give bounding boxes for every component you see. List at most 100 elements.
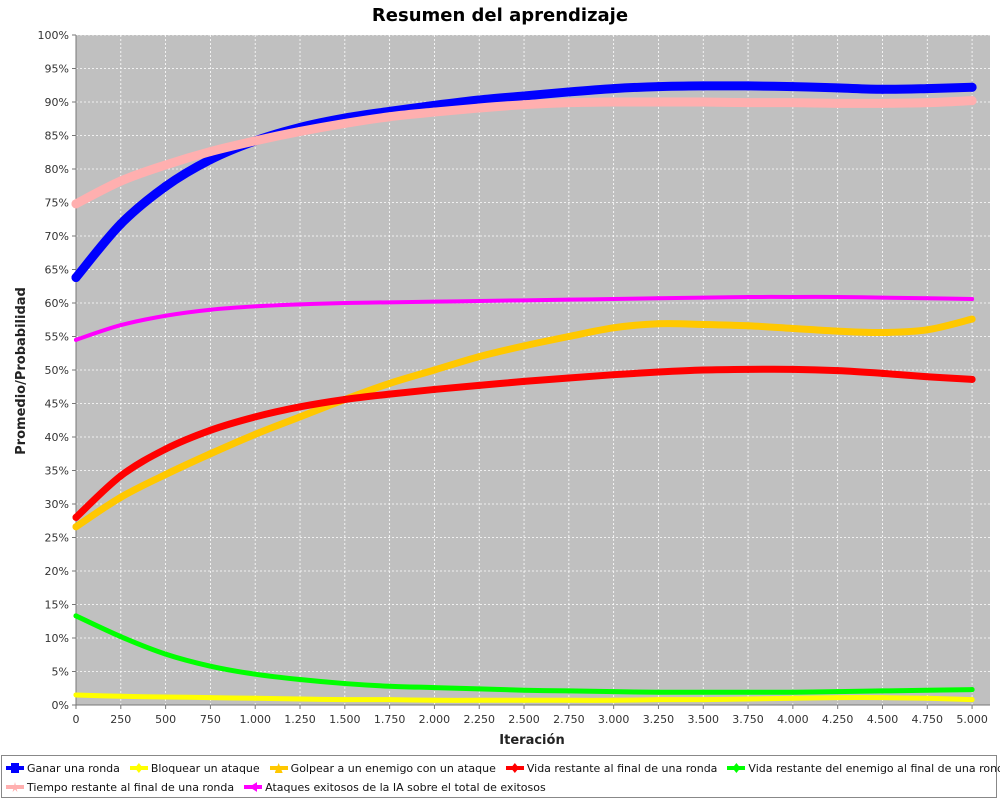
data-point: [520, 342, 528, 350]
y-tick-label: 95%: [45, 63, 69, 76]
x-tick-label: 250: [110, 713, 131, 726]
data-point: [342, 697, 348, 703]
data-point: [429, 107, 439, 117]
data-point: [566, 297, 571, 302]
data-point: [205, 155, 215, 165]
data-point: [653, 82, 663, 92]
data-point: [163, 651, 169, 657]
data-point: [72, 513, 80, 521]
series-7: [74, 294, 975, 342]
y-tick-label: 90%: [45, 96, 69, 109]
y-tick-label: 50%: [45, 364, 69, 377]
legend-row: Ganar una ronda Bloquear un ataque Golpear…: [6, 759, 1000, 777]
y-tick-label: 65%: [45, 264, 69, 277]
data-point: [73, 692, 79, 698]
x-tick-label: 4.750: [912, 713, 944, 726]
data-point: [877, 98, 887, 108]
data-point: [835, 294, 840, 299]
data-point: [564, 87, 574, 97]
y-tick-label: 100%: [38, 29, 69, 42]
chart-title: Resumen del aprendizaje: [372, 5, 628, 26]
data-point: [877, 84, 887, 94]
legend-item: Vida restante del enemigo al final de un…: [727, 759, 1000, 777]
x-tick-label: 3.500: [688, 713, 720, 726]
data-point: [116, 176, 126, 186]
x-tick-label: 5.000: [956, 713, 988, 726]
legend-swatch: [129, 763, 148, 773]
data-point: [386, 390, 394, 398]
legend-label: Ataques exitosos de la IA sobre el total…: [265, 780, 546, 794]
legend-item: Golpear a un enemigo con un ataque: [269, 759, 496, 777]
x-tick-label: 1.250: [284, 713, 316, 726]
data-point: [698, 97, 708, 107]
x-tick-label: 4.000: [777, 713, 809, 726]
data-point: [565, 333, 573, 340]
data-point: [788, 98, 798, 108]
data-point: [163, 313, 168, 318]
legend-label: Bloquear un ataque: [150, 761, 260, 775]
data-point: [922, 98, 932, 108]
data-point: [207, 663, 213, 669]
x-tick-label: 2.750: [553, 713, 585, 726]
legend-swatch: [269, 763, 288, 773]
data-point: [835, 695, 841, 701]
data-point: [117, 493, 125, 501]
data-point: [833, 98, 843, 108]
data-point: [878, 369, 886, 377]
data-point: [297, 696, 303, 702]
data-point: [699, 320, 707, 328]
y-tick-label: 15%: [45, 599, 69, 612]
data-point: [477, 298, 482, 303]
data-point: [387, 697, 393, 703]
y-tick-label: 80%: [45, 163, 69, 176]
data-point: [432, 299, 437, 304]
data-point: [609, 97, 619, 107]
y-tick-label: 45%: [45, 398, 69, 411]
data-point: [522, 298, 527, 303]
data-point: [790, 294, 795, 299]
data-point: [745, 689, 751, 695]
x-tick-label: 1.000: [239, 713, 271, 726]
legend-label: Vida restante al final de una ronda: [526, 761, 718, 775]
legend-item: Vida restante al final de una ronda: [505, 759, 718, 777]
series-4: [72, 365, 976, 521]
data-point: [162, 445, 170, 453]
legend-swatch: [727, 763, 746, 773]
y-tick-label: 60%: [45, 297, 69, 310]
data-point: [430, 366, 438, 374]
y-tick-label: 5%: [52, 666, 69, 679]
data-point: [922, 84, 932, 94]
data-point: [117, 472, 125, 480]
data-point: [162, 471, 170, 479]
data-point: [653, 97, 663, 107]
y-tick-label: 75%: [45, 197, 69, 210]
y-tick-label: 85%: [45, 130, 69, 143]
x-tick-label: 3.000: [598, 713, 630, 726]
data-point: [699, 366, 707, 374]
data-point: [253, 304, 258, 309]
x-tick-label: 1.500: [329, 713, 361, 726]
data-point: [655, 689, 661, 695]
data-point: [342, 301, 347, 305]
data-point: [206, 450, 214, 458]
data-point: [611, 689, 617, 695]
data-point: [118, 634, 124, 640]
data-point: [610, 371, 618, 379]
x-tick-label: 500: [155, 713, 176, 726]
data-point: [206, 426, 214, 434]
series-3: [72, 315, 976, 531]
data-point: [923, 373, 931, 381]
data-point: [879, 688, 885, 694]
legend-item: Ataques exitosos de la IA sobre el total…: [244, 778, 546, 796]
legend-swatch: [6, 763, 24, 773]
x-tick-label: 3.250: [643, 713, 675, 726]
data-point: [788, 82, 798, 92]
data-point: [252, 671, 258, 677]
y-tick-label: 10%: [45, 632, 69, 645]
data-point: [611, 296, 616, 301]
data-point: [609, 84, 619, 94]
data-point: [386, 379, 394, 387]
data-point: [475, 353, 483, 361]
data-point: [656, 296, 661, 301]
